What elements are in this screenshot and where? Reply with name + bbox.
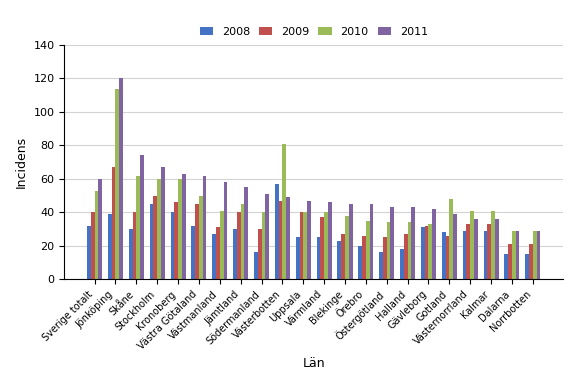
- Bar: [387, 223, 391, 279]
- Legend: 2008, 2009, 2010, 2011: 2008, 2009, 2010, 2011: [195, 22, 432, 42]
- Bar: [161, 167, 165, 279]
- Bar: [275, 184, 279, 279]
- Bar: [224, 182, 227, 279]
- Bar: [484, 231, 487, 279]
- Bar: [112, 167, 116, 279]
- Bar: [182, 174, 186, 279]
- Bar: [391, 207, 394, 279]
- Bar: [171, 212, 175, 279]
- Bar: [283, 144, 286, 279]
- Bar: [212, 234, 216, 279]
- Bar: [421, 228, 425, 279]
- Bar: [258, 229, 261, 279]
- Bar: [487, 224, 491, 279]
- Bar: [442, 233, 446, 279]
- Bar: [265, 194, 269, 279]
- Bar: [178, 179, 182, 279]
- Bar: [191, 226, 195, 279]
- Bar: [345, 216, 349, 279]
- Bar: [369, 204, 373, 279]
- Bar: [140, 156, 144, 279]
- Bar: [349, 204, 353, 279]
- Bar: [449, 199, 453, 279]
- Bar: [296, 238, 299, 279]
- Bar: [512, 231, 516, 279]
- Bar: [491, 211, 495, 279]
- Bar: [341, 234, 345, 279]
- Bar: [279, 201, 283, 279]
- Bar: [119, 79, 123, 279]
- Bar: [199, 196, 203, 279]
- Bar: [446, 236, 449, 279]
- Bar: [379, 253, 383, 279]
- Bar: [261, 212, 265, 279]
- Bar: [328, 202, 332, 279]
- Bar: [299, 212, 303, 279]
- Bar: [203, 176, 206, 279]
- X-axis label: Län: Län: [302, 357, 325, 370]
- Bar: [425, 226, 428, 279]
- Bar: [324, 212, 328, 279]
- Bar: [136, 176, 140, 279]
- Bar: [87, 226, 91, 279]
- Bar: [536, 231, 540, 279]
- Bar: [286, 197, 290, 279]
- Bar: [508, 244, 512, 279]
- Bar: [150, 204, 153, 279]
- Y-axis label: Incidens: Incidens: [15, 136, 28, 188]
- Bar: [466, 224, 470, 279]
- Bar: [407, 223, 412, 279]
- Bar: [529, 244, 533, 279]
- Bar: [237, 212, 240, 279]
- Bar: [244, 187, 248, 279]
- Bar: [516, 231, 520, 279]
- Bar: [463, 231, 466, 279]
- Bar: [453, 214, 457, 279]
- Bar: [317, 238, 320, 279]
- Bar: [91, 212, 95, 279]
- Bar: [254, 253, 258, 279]
- Bar: [108, 214, 112, 279]
- Bar: [470, 211, 474, 279]
- Bar: [432, 209, 436, 279]
- Bar: [132, 212, 136, 279]
- Bar: [525, 254, 529, 279]
- Bar: [383, 238, 387, 279]
- Bar: [320, 217, 324, 279]
- Bar: [412, 207, 415, 279]
- Bar: [404, 234, 407, 279]
- Bar: [474, 219, 478, 279]
- Bar: [129, 229, 132, 279]
- Bar: [505, 254, 508, 279]
- Bar: [495, 219, 499, 279]
- Bar: [362, 236, 366, 279]
- Bar: [358, 246, 362, 279]
- Bar: [157, 179, 161, 279]
- Bar: [153, 196, 157, 279]
- Bar: [428, 224, 432, 279]
- Bar: [175, 202, 178, 279]
- Bar: [116, 89, 119, 279]
- Bar: [95, 191, 98, 279]
- Bar: [366, 221, 369, 279]
- Bar: [338, 241, 341, 279]
- Bar: [216, 228, 220, 279]
- Bar: [400, 249, 404, 279]
- Bar: [98, 179, 102, 279]
- Bar: [233, 229, 237, 279]
- Bar: [220, 211, 224, 279]
- Bar: [303, 212, 307, 279]
- Bar: [307, 201, 311, 279]
- Bar: [195, 204, 199, 279]
- Bar: [240, 204, 244, 279]
- Bar: [533, 231, 536, 279]
